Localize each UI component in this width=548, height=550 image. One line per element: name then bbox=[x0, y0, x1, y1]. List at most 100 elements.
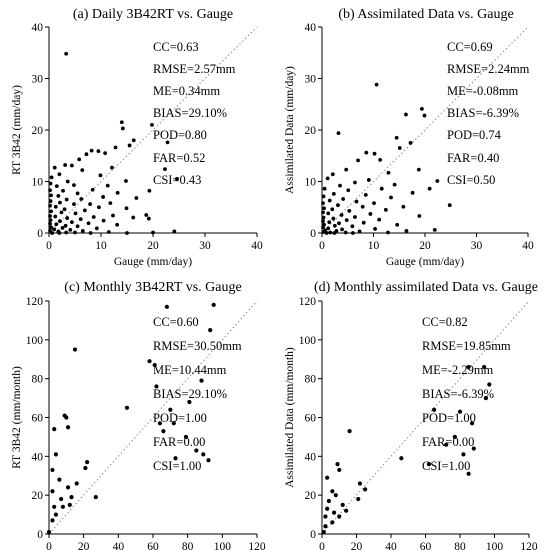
stat-pod: POD=1.00 bbox=[422, 411, 476, 425]
data-point bbox=[57, 477, 62, 482]
stat-bias: BIAS=-6.39% bbox=[422, 387, 494, 401]
data-point bbox=[417, 214, 422, 218]
data-point bbox=[432, 228, 437, 232]
x-axis-label: Gauge (mm/day) bbox=[386, 256, 464, 268]
data-point bbox=[124, 405, 130, 410]
data-point bbox=[357, 481, 363, 486]
data-point bbox=[206, 458, 211, 463]
data-point bbox=[115, 190, 120, 195]
one-to-one-line bbox=[48, 300, 258, 535]
data-point bbox=[52, 227, 57, 232]
data-point bbox=[344, 508, 349, 513]
data-point bbox=[65, 216, 70, 220]
data-point bbox=[326, 498, 331, 504]
data-point bbox=[64, 230, 69, 235]
data-point bbox=[49, 225, 53, 230]
data-point bbox=[326, 226, 331, 231]
data-point bbox=[101, 218, 106, 223]
y-tick-label: 10 bbox=[305, 177, 317, 189]
stat-far: FAR=0.00 bbox=[422, 435, 474, 449]
data-point bbox=[466, 364, 471, 370]
data-point bbox=[151, 230, 155, 235]
data-point bbox=[49, 193, 53, 198]
data-point bbox=[52, 427, 57, 432]
data-point bbox=[48, 218, 53, 223]
y-tick-label: 40 bbox=[32, 22, 44, 34]
x-axis-label: Gauge (mm/day) bbox=[114, 256, 192, 268]
data-point bbox=[347, 208, 352, 213]
one-to-one-line bbox=[48, 26, 258, 234]
data-point bbox=[466, 471, 471, 476]
data-point bbox=[80, 168, 85, 173]
data-point bbox=[366, 178, 371, 182]
x-tick-label: 20 bbox=[147, 240, 159, 252]
data-point bbox=[103, 151, 108, 156]
x-tick-label: 120 bbox=[248, 541, 266, 550]
data-point bbox=[73, 211, 78, 216]
data-point bbox=[404, 229, 409, 233]
data-point bbox=[53, 452, 59, 457]
data-point bbox=[164, 304, 169, 309]
data-point bbox=[175, 177, 179, 181]
chart-title: (a) Daily 3B42RT vs. Gauge bbox=[73, 7, 233, 22]
y-tick-label: 120 bbox=[299, 296, 317, 308]
data-point bbox=[322, 186, 327, 191]
data-point bbox=[360, 204, 365, 209]
x-tick-label: 60 bbox=[147, 541, 159, 550]
stat-bias: BIAS=-6.39% bbox=[447, 106, 519, 120]
stat-rmse: RMSE=30.50mm bbox=[153, 339, 242, 353]
data-point bbox=[432, 407, 437, 412]
data-point bbox=[88, 231, 93, 235]
data-point bbox=[125, 231, 129, 235]
data-point bbox=[119, 120, 124, 125]
data-point bbox=[91, 215, 96, 219]
data-point bbox=[321, 219, 325, 224]
data-point bbox=[124, 179, 128, 183]
data-point bbox=[361, 220, 366, 225]
x-tick-label: 40 bbox=[251, 240, 263, 252]
data-point bbox=[356, 496, 361, 502]
data-point bbox=[48, 188, 52, 193]
data-point bbox=[187, 399, 192, 405]
chart-panel-3: (c) Monthly 3B42RT vs. Gauge 0 20 40 60 80 100… bbox=[11, 280, 266, 550]
x-tick-label: 20 bbox=[419, 240, 431, 252]
data-point bbox=[57, 172, 62, 177]
x-tick-label: 20 bbox=[78, 541, 90, 550]
y-tick-label: 120 bbox=[26, 296, 44, 308]
y-tick-label: 20 bbox=[32, 125, 44, 137]
data-point bbox=[373, 226, 377, 231]
data-point bbox=[61, 188, 65, 193]
stat-rmse: RMSE=19.85mm bbox=[422, 339, 511, 353]
data-point bbox=[383, 207, 388, 212]
data-point bbox=[392, 182, 397, 187]
data-point bbox=[208, 328, 213, 333]
data-point bbox=[444, 442, 449, 447]
data-point bbox=[340, 502, 345, 507]
data-point bbox=[106, 230, 111, 234]
data-point bbox=[56, 194, 61, 198]
data-point bbox=[90, 187, 95, 192]
data-point bbox=[422, 113, 427, 118]
data-point bbox=[469, 421, 475, 426]
y-axis-label: RT 3B42 (mm/month) bbox=[11, 366, 23, 469]
data-point bbox=[322, 206, 326, 211]
data-point bbox=[53, 214, 58, 219]
data-point bbox=[67, 502, 72, 507]
stat-far: FAR=0.52 bbox=[153, 151, 205, 165]
stat-far: FAR=0.40 bbox=[447, 151, 499, 165]
x-tick-label: 40 bbox=[522, 240, 534, 252]
data-point bbox=[72, 347, 78, 352]
data-point bbox=[154, 384, 159, 389]
y-tick-label: 40 bbox=[305, 22, 317, 34]
y-axis-label: RT 3B42 (mm/day) bbox=[11, 85, 23, 175]
data-point bbox=[152, 362, 157, 368]
data-point bbox=[105, 183, 110, 188]
data-point bbox=[340, 227, 344, 232]
data-point bbox=[79, 197, 84, 201]
stat-pod: POD=0.80 bbox=[153, 128, 207, 142]
x-tick-label: 100 bbox=[214, 541, 232, 550]
data-point bbox=[94, 226, 99, 231]
data-point bbox=[337, 467, 342, 473]
y-tick-label: 30 bbox=[32, 74, 44, 86]
